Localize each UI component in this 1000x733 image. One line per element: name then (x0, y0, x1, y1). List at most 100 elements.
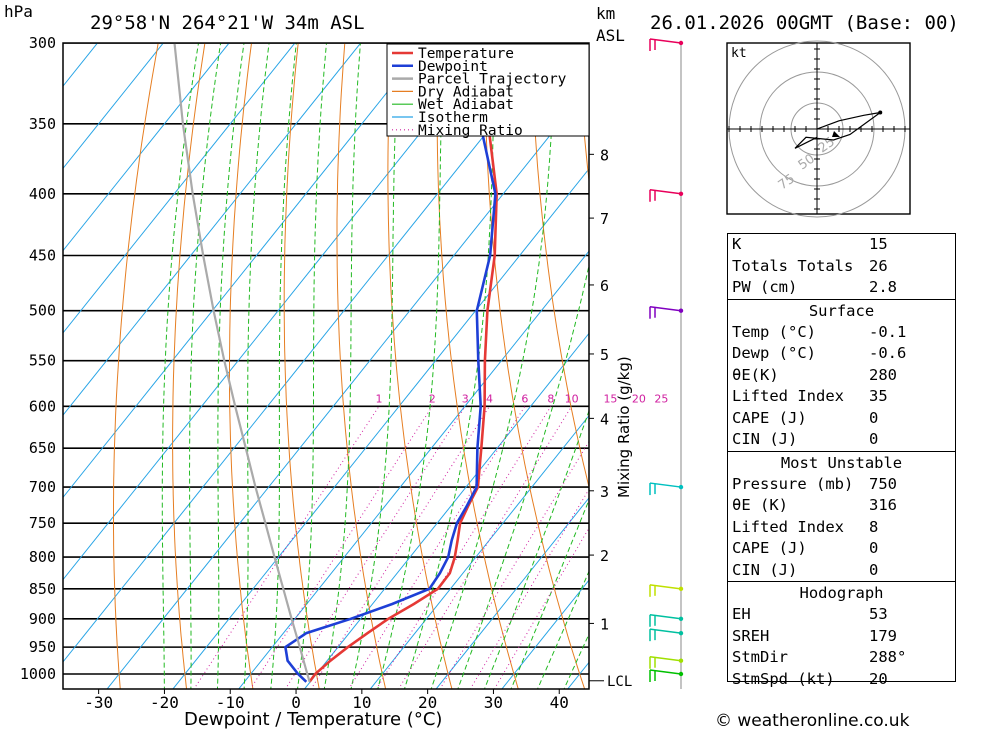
pressure-tick-label: 300 (29, 34, 56, 52)
wet-adiabat-line (377, 43, 445, 689)
km-tick-label: 6 (600, 277, 609, 295)
isotherm-line (172, 168, 589, 689)
mixing-ratio-tick-label: 6 (521, 392, 528, 405)
dry-adiabat-line (484, 43, 586, 689)
most-unstable-section: Most Unstable Pressure (mb) 750 θE (K) 316… (728, 450, 955, 582)
legend-box (386, 43, 590, 137)
dry-adiabat-line (577, 43, 589, 185)
storm-motion-marker (832, 131, 840, 137)
surface-li-label: Lifted Index (732, 387, 844, 405)
mu-pressure-value: 750 (869, 474, 897, 493)
parcel-trajectory-line (173, 43, 311, 683)
wet-adiabat-line (296, 43, 328, 689)
wet-adiabat-line (510, 498, 589, 689)
surface-theta-label: θE(K) (732, 365, 779, 384)
wet-adiabat-line (161, 43, 200, 689)
wet-adiabat-line (430, 43, 556, 689)
surface-cin-label: CIN (J) (732, 430, 798, 448)
pressure-tick-label: 700 (29, 478, 56, 496)
mu-theta-value: 316 (869, 496, 897, 514)
mixing-ratio-tick-label: 8 (547, 392, 554, 405)
dry-adiabat-line (530, 43, 589, 490)
dry-adiabat-line (336, 43, 387, 689)
wind-barb-staff (649, 614, 682, 620)
hodograph-title: Hodograph (799, 584, 884, 602)
stmdir-value: 288° (869, 648, 907, 666)
temperature-line (308, 43, 499, 683)
isotherm-line (435, 497, 589, 689)
wind-barb-staff (649, 584, 682, 590)
wind-barb-staff (649, 305, 682, 312)
eh-value: 53 (869, 605, 888, 623)
hodograph-trace (794, 111, 881, 149)
mixing-ratio-tick-label: 25 (654, 392, 668, 405)
eh-label: EH (732, 605, 751, 623)
wind-barb-staff (649, 38, 682, 44)
pressure-tick-label: 550 (29, 352, 56, 370)
tt-value: 26 (869, 256, 888, 275)
km-tick-label: 7 (600, 210, 609, 228)
isotherm-line (369, 414, 589, 689)
mu-title: Most Unstable (780, 453, 903, 472)
hodograph-section: Hodograph EH 53 SREH 179 StmDir 288° StmSpd… (728, 581, 955, 690)
pw-label: PW (cm) (732, 278, 798, 296)
k-label: K (732, 235, 742, 253)
dry-adiabat-line (113, 43, 159, 689)
mixing-ratio-line (375, 406, 552, 689)
pressure-tick-label: 800 (29, 548, 56, 566)
pressure-tick-label: 750 (29, 514, 56, 532)
mu-cape-value: 0 (869, 539, 879, 557)
mixing-ratio-line (469, 488, 589, 689)
isotherm-line (63, 43, 493, 581)
datetime: 26.01.2026 00GMT (Base: 00) (650, 12, 959, 34)
mu-li-label: Lifted Index (732, 517, 844, 536)
dewpoint-line (283, 43, 497, 683)
surface-cape-value: 0 (869, 408, 879, 427)
surface-temp-value: -0.1 (869, 322, 907, 341)
wind-barb-staff (649, 482, 682, 488)
wet-adiabat-line (404, 43, 496, 689)
isotherm-line (63, 43, 164, 170)
location-title: 29°58'N 264°21'W 34m ASL (90, 12, 365, 34)
surface-temp-label: Temp (°C) (732, 322, 816, 341)
wet-adiabat-line (536, 570, 589, 689)
x-tick-label: 0 (291, 693, 301, 712)
surface-section: Surface Temp (°C) -0.1 Dewp (°C) -0.6 θE(K… (728, 298, 955, 451)
mixing-ratio-tick-label: 15 (603, 392, 617, 405)
isotherm-line (63, 43, 362, 416)
indices-panel: K 15 Totals Totals 26 PW (cm) 2.8 Surface T… (727, 233, 956, 688)
pressure-tick-label: 450 (29, 247, 56, 265)
wind-barb (649, 655, 682, 669)
legend-item: Dry Adiabat (418, 84, 514, 100)
mixing-ratio-tick-label: 4 (486, 392, 493, 405)
surface-li-value: 35 (869, 387, 888, 405)
tt-label: Totals Totals (732, 256, 854, 275)
hpa-unit: hPa (4, 2, 33, 21)
km-tick-label: 4 (600, 410, 609, 428)
mu-li-value: 8 (869, 517, 879, 536)
x-tick-label: -30 (84, 693, 113, 712)
wind-barb (649, 189, 682, 202)
pressure-tick-label: 600 (29, 397, 56, 415)
mixing-ratio-line (348, 406, 526, 689)
sreh-value: 179 (869, 626, 897, 645)
wet-adiabat-line (217, 43, 245, 689)
legend-item: Dewpoint (418, 59, 488, 75)
pressure-tick-label: 950 (29, 638, 56, 656)
dry-adiabat-line (229, 43, 254, 689)
isotherm-line (63, 43, 230, 252)
pressure-tick-label: 900 (29, 610, 56, 628)
wind-barb (649, 628, 682, 642)
wet-adiabat-line (457, 263, 589, 689)
km-tick-label: 5 (600, 346, 609, 364)
x-tick-label: 40 (550, 693, 569, 712)
km-tick-label: 2 (600, 547, 609, 565)
pressure-tick-label: 500 (29, 302, 56, 320)
mixing-ratio-axis-label: Mixing Ratio (g/kg) (615, 356, 633, 498)
wet-adiabat-line (483, 409, 589, 689)
mixing-ratio-tick-label: 1 (375, 392, 382, 405)
mixing-ratio-line (284, 406, 466, 689)
wind-barb (649, 305, 682, 319)
x-tick-label: -10 (216, 693, 245, 712)
